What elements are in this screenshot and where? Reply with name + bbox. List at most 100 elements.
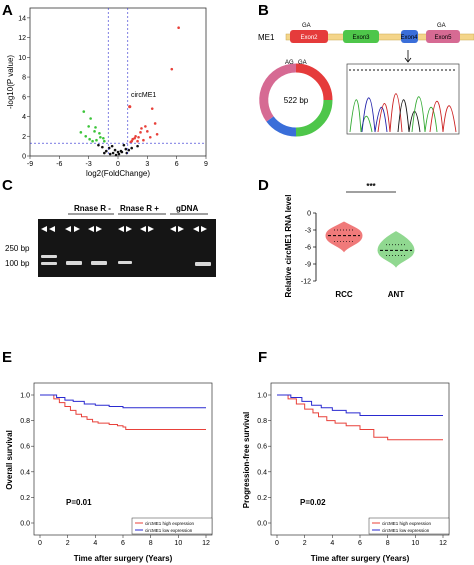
ring-ga-label: GA: [298, 60, 307, 66]
gel-group-label: Rnase R +: [120, 204, 159, 213]
km-overall-survival: 0 2 4 6 8 10 12 0.0 0.2 0.4 0.6 0.8 1.0 Time after …: [5, 382, 213, 563]
volcano-point: [111, 151, 115, 155]
volcano-point: [131, 137, 134, 141]
volcano-x-tick-label: 6: [175, 161, 179, 168]
volcano-point: [125, 151, 129, 155]
volcano-point: [113, 148, 117, 152]
km-e-y-label: Overall survival: [5, 430, 14, 490]
km-f-marks: [277, 394, 443, 441]
panel-label-e: E: [2, 349, 12, 366]
km-f-pvalue: P=0.02: [300, 498, 326, 507]
volcano-point: [148, 135, 152, 139]
km-f-x-tick-label: 6: [358, 540, 362, 547]
volcano-point: [79, 131, 83, 134]
km-f-y-tick-label: 0.2: [257, 495, 267, 502]
exon5-label: Exon5: [434, 35, 452, 41]
volcano-x-ticks: -9 -6 -3 0 3 6 9: [27, 156, 208, 168]
volcano-point: [134, 134, 137, 138]
volcano-point: [107, 146, 111, 150]
volcano-y-ticks: 0 2 4 6 8 10 12 14: [18, 15, 30, 161]
circrna-ring: [259, 63, 333, 137]
exon4-box: [401, 30, 418, 43]
exon4-label: Exon4: [400, 35, 418, 41]
volcano-point: [97, 143, 100, 147]
km-e-x-tick-label: 4: [93, 540, 97, 547]
volcano-x-tick-label: -3: [86, 161, 92, 168]
panel-label-d: D: [258, 177, 269, 194]
ring-size-label: 522 bp: [284, 96, 309, 105]
volcano-y-tick-label: 2: [22, 134, 26, 141]
volcano-point: [137, 135, 140, 139]
km-f-y-tick-label: 0.6: [257, 444, 267, 451]
sanger-chromatogram: [346, 50, 460, 135]
ga-junction-label-2: GA: [437, 23, 446, 29]
km-f-y-tick-label: 0.8: [257, 418, 267, 425]
volcano-frame: [29, 7, 207, 157]
km-f-x-tick-label: 0: [275, 540, 279, 547]
volcano-point: [130, 146, 133, 150]
panel-label-a: A: [2, 2, 13, 19]
km-e-x-tick-label: 10: [174, 540, 182, 547]
panel-label-b: B: [258, 2, 269, 19]
volcano-x-tick-label: 9: [204, 161, 208, 168]
volcano-point: [129, 140, 133, 144]
violin-y-tick-label: 0: [307, 211, 311, 218]
km-f-y-ticks: 0.0 0.2 0.4 0.6 0.8 1.0: [257, 393, 271, 528]
volcano-point: [98, 132, 101, 135]
km-f-x-tick-label: 12: [439, 540, 447, 547]
ring-ag-label: AG: [285, 60, 294, 66]
km-e-frame: [33, 382, 213, 536]
exon3-box: [343, 30, 379, 43]
volcano-point: [170, 67, 174, 71]
km-f-curve: [277, 394, 443, 441]
km-f-y-tick-label: 1.0: [257, 393, 267, 400]
km-f-x-ticks: 0 2 4 6 8 10 12: [275, 535, 447, 547]
km-e-x-tick-label: 12: [202, 540, 210, 547]
primer-arrows: [41, 226, 207, 232]
volcano-y-tick-label: 12: [18, 35, 26, 42]
violin-category-label: RCC: [335, 290, 353, 299]
volcano-point: [89, 117, 92, 120]
panel-label-c: C: [2, 177, 13, 194]
km-f-x-label: Time after surgery (Years): [311, 554, 410, 563]
gel-marker-label: 100 bp: [5, 259, 30, 268]
volcano-point: [124, 147, 128, 151]
volcano-y-tick-label: 6: [22, 94, 26, 101]
km-e-pvalue: P=0.01: [66, 498, 92, 507]
volcano-point: [142, 138, 145, 142]
volcano-point: [84, 134, 88, 138]
km-f-legend-high: circME1 high expression: [382, 521, 432, 526]
volcano-point: [93, 130, 96, 133]
gene-line: [285, 33, 474, 41]
km-e-y-tick-label: 0.2: [20, 495, 30, 502]
volcano-point: [139, 131, 142, 134]
panel-label-f: F: [258, 349, 267, 366]
exon3-label: Exon3: [352, 35, 370, 41]
volcano-point: [136, 144, 139, 148]
violin-marks: [325, 221, 415, 268]
volcano-x-tick-label: -9: [27, 161, 33, 168]
km-e-x-tick-label: 0: [38, 540, 42, 547]
volcano-point: [133, 136, 136, 140]
volcano-point: [108, 152, 112, 156]
volcano-point: [103, 151, 106, 155]
km-e-x-tick-label: 6: [121, 540, 125, 547]
gel-bands: [41, 255, 211, 266]
km-f-x-tick-label: 4: [330, 540, 334, 547]
volcano-x-tick-label: 0: [116, 161, 120, 168]
violin-shape: [377, 231, 415, 268]
volcano-point: [114, 153, 118, 157]
volcano-point: [102, 136, 105, 140]
ga-junction-label: GA: [302, 23, 311, 29]
volcano-y-tick-label: 0: [22, 154, 26, 161]
volcano-point: [103, 139, 106, 143]
volcano-x-label: log2(FoldChange): [86, 169, 150, 178]
violin-category-label: ANT: [388, 290, 405, 299]
km-f-x-tick-label: 8: [386, 540, 390, 547]
volcano-point: [116, 150, 120, 154]
volcano-point: [153, 122, 157, 125]
volcano-point: [127, 148, 131, 152]
gel-electrophoresis: Rnase R - Rnase R + gDNA 250 bp 100 bp: [5, 204, 216, 277]
